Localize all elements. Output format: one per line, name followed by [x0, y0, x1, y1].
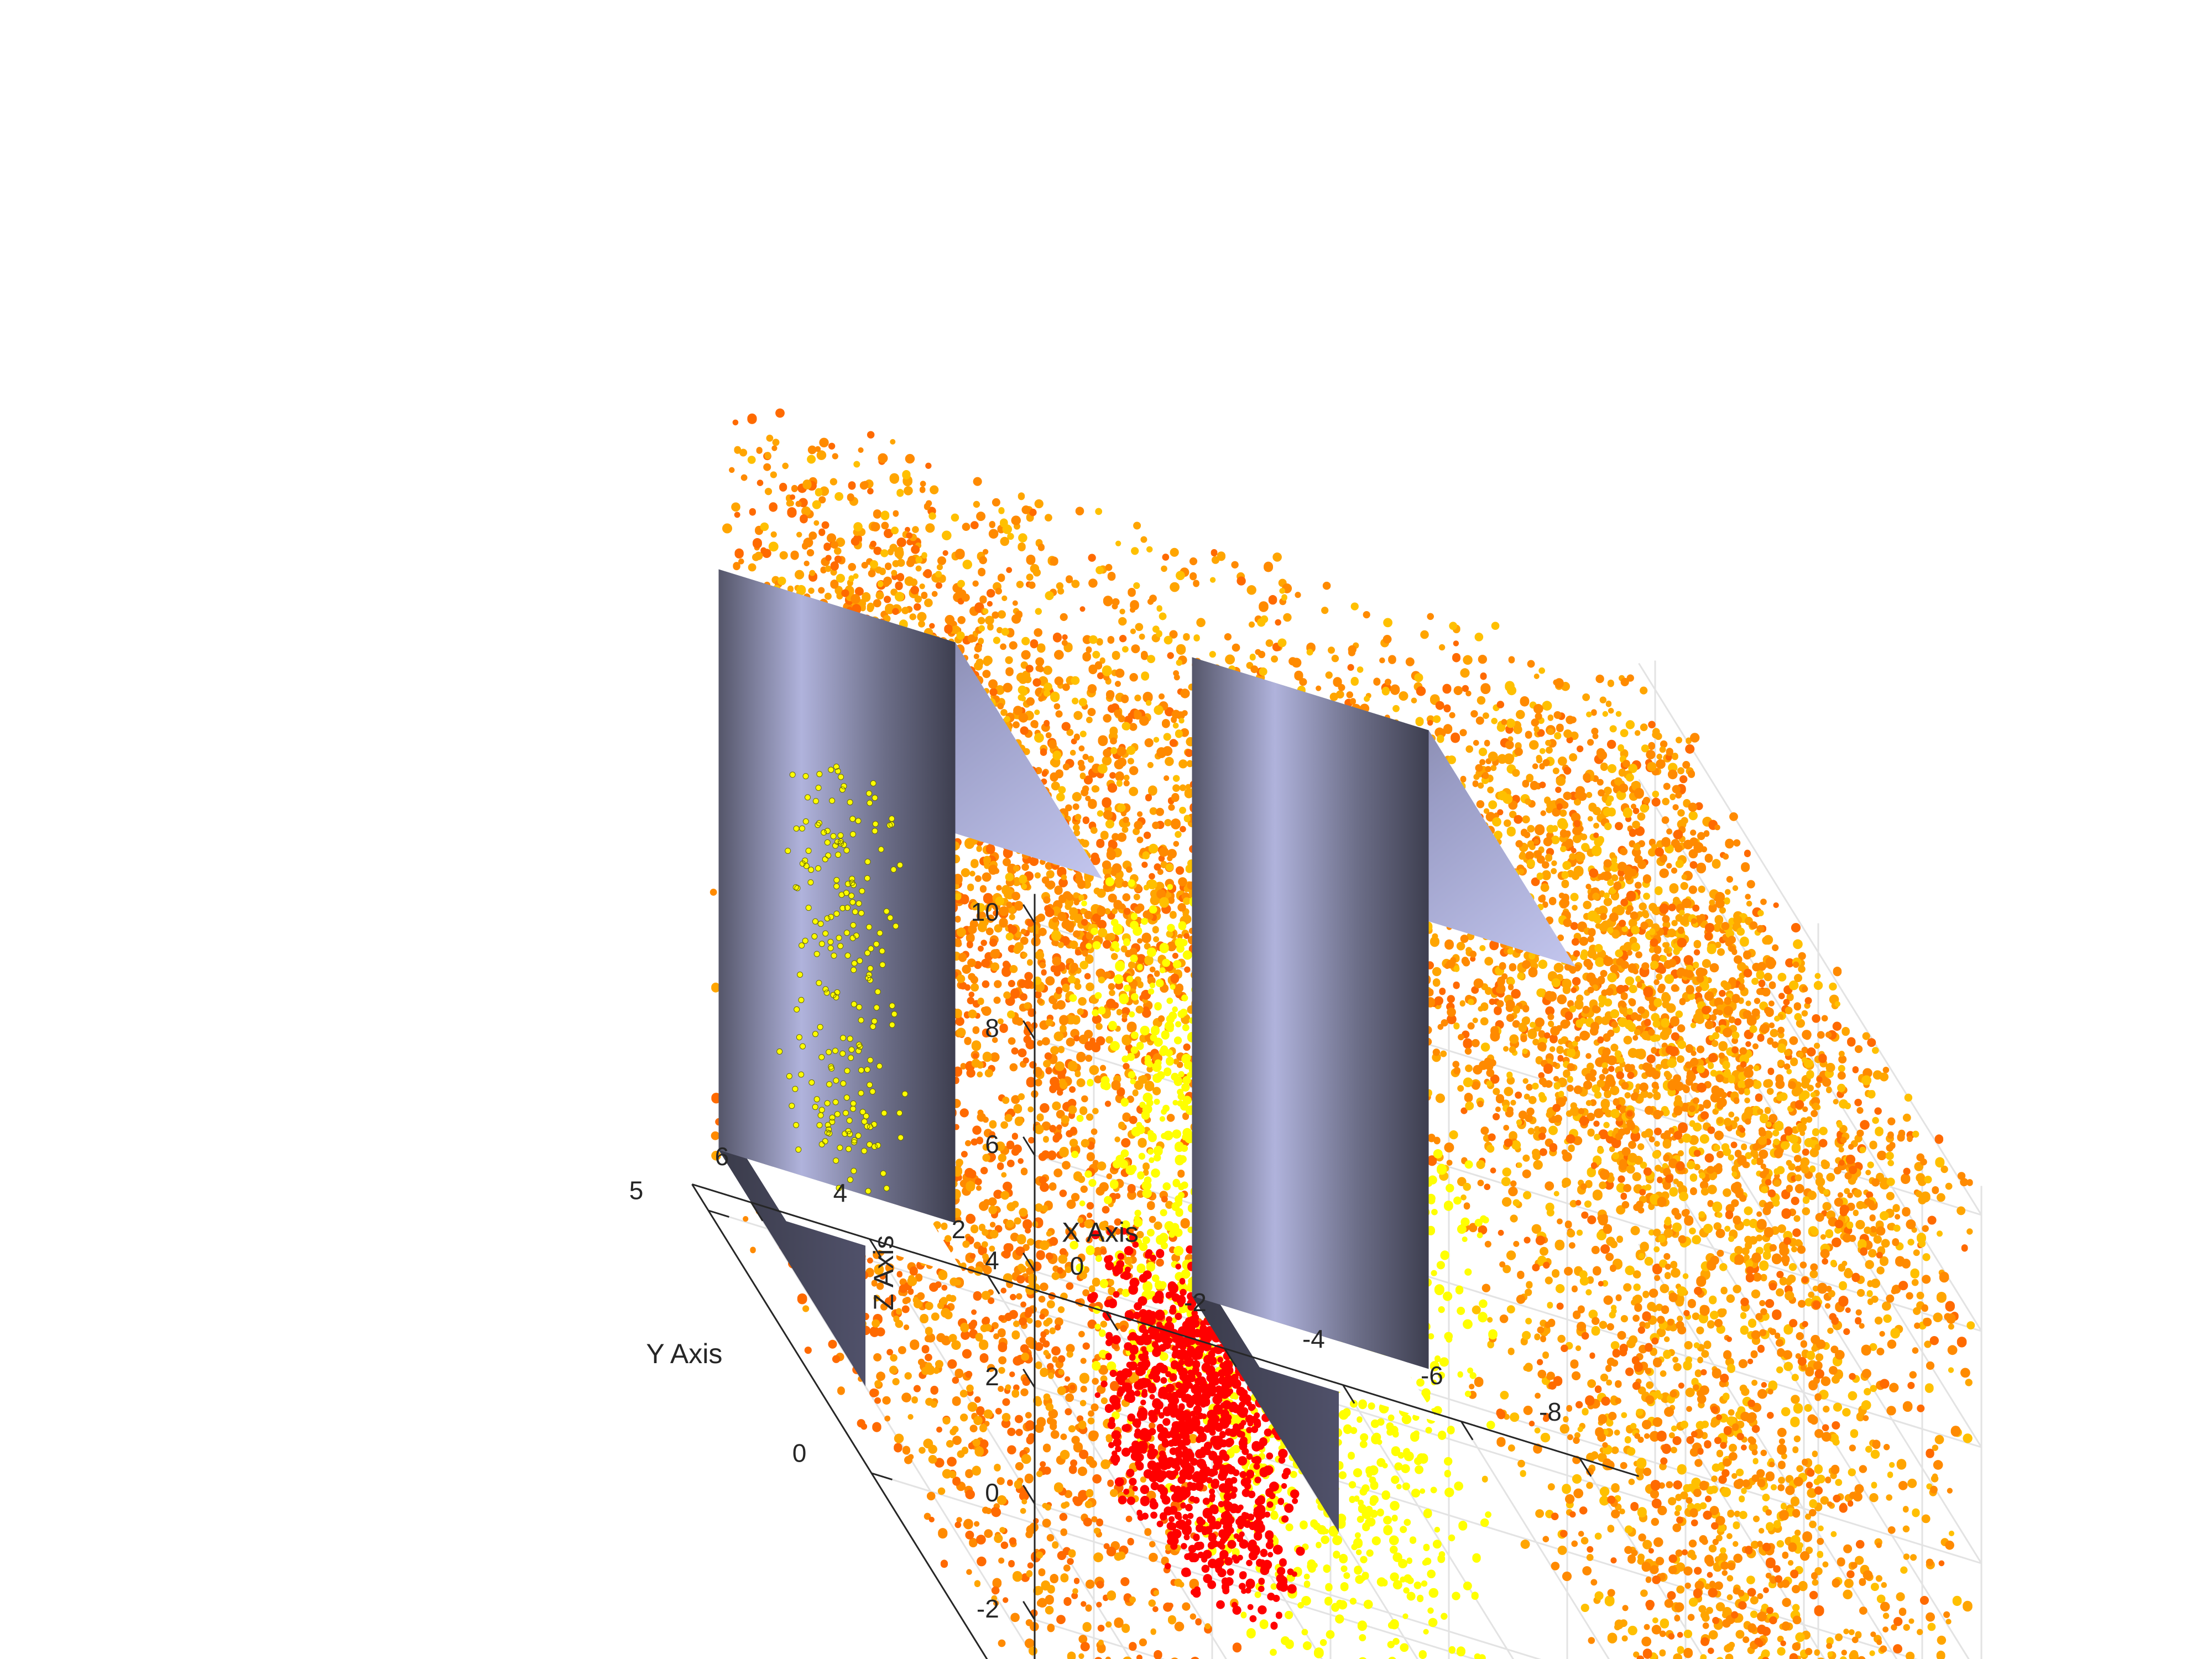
- solid-notch: [747, 1159, 966, 1277]
- z-tick-mark: [1022, 1368, 1036, 1388]
- grid-line-floor-x: [1342, 1384, 1514, 1659]
- z-tick-mark: [1022, 1136, 1036, 1156]
- z-tick-label: 10: [971, 898, 999, 926]
- x-tick-label: 6: [715, 1142, 729, 1171]
- x-tick-label: 2: [952, 1215, 966, 1244]
- x-tick-mark: [1224, 1348, 1237, 1368]
- x-tick-mark: [869, 1238, 882, 1258]
- y-axis-line: [691, 1183, 988, 1659]
- x-tick-mark: [1105, 1311, 1119, 1331]
- z-axis-label: Z Axis: [868, 1235, 899, 1311]
- solid-front-face: [718, 569, 956, 1223]
- x-tick-label: -2: [1184, 1288, 1207, 1317]
- point-marker-group: [776, 764, 908, 1194]
- x-tick-label: -4: [1302, 1324, 1325, 1353]
- grid-line-floor-x: [987, 1275, 1227, 1659]
- point-marker-group: [711, 431, 1244, 1659]
- y-tick-mark: [871, 1472, 893, 1480]
- solid-blocks: [718, 569, 1575, 1532]
- z-tick-label: 0: [985, 1478, 999, 1507]
- z-tick-label: 4: [985, 1246, 999, 1275]
- grid-line-side-z: [1638, 1243, 1898, 1659]
- grid-line-side-z: [1638, 1011, 1983, 1564]
- z-tick-mark: [1022, 1484, 1036, 1504]
- y-tick-label: 5: [629, 1176, 644, 1205]
- z-tick-label: 6: [985, 1130, 999, 1159]
- z-tick-mark: [1022, 904, 1036, 924]
- x-tick-mark: [750, 1202, 764, 1222]
- solid-right-block: [1192, 657, 1575, 1532]
- z-tick-label: 8: [985, 1014, 999, 1042]
- point-cloud-hot-spot: [1087, 1228, 1305, 1630]
- solid-front-face: [1192, 657, 1429, 1369]
- grid-line-side-z: [1638, 1127, 1970, 1659]
- x-tick-mark: [1579, 1457, 1592, 1477]
- x-tick-label: 0: [1070, 1251, 1084, 1280]
- x-axis-label: X Axis: [1062, 1217, 1139, 1248]
- x-tick-mark: [987, 1275, 1000, 1295]
- point-marker-group: [711, 439, 1239, 1659]
- grid-line-floor-y: [871, 1472, 1477, 1659]
- y-tick-mark: [708, 1209, 729, 1218]
- solid-notch: [1220, 1305, 1439, 1423]
- point-marker-group: [1087, 1228, 1305, 1630]
- grid-line-side-z: [1638, 662, 1983, 1215]
- z-tick-label: 2: [985, 1362, 999, 1391]
- y-axis-label: Y Axis: [646, 1338, 722, 1369]
- x-tick-label: -8: [1539, 1397, 1562, 1426]
- z-tick-mark: [1022, 1020, 1036, 1040]
- point-cloud-front: [776, 764, 908, 1194]
- z-tick-mark: [1022, 1600, 1036, 1620]
- z-tick-mark: [1022, 1252, 1036, 1272]
- point-cloud-front-scatter: [776, 764, 908, 1194]
- solid-left-block: [718, 569, 1102, 1386]
- y-tick-label: 0: [792, 1439, 807, 1468]
- grid-line-floor-x: [1579, 1457, 1706, 1659]
- x-tick-mark: [1342, 1384, 1355, 1404]
- x-axis-line: [692, 1183, 1639, 1477]
- grid-line-floor-x: [1460, 1421, 1610, 1659]
- x-tick-label: -6: [1421, 1361, 1443, 1390]
- x-tick-label: 4: [833, 1178, 848, 1207]
- z-tick-label: -2: [977, 1594, 999, 1623]
- x-tick-mark: [1460, 1421, 1474, 1441]
